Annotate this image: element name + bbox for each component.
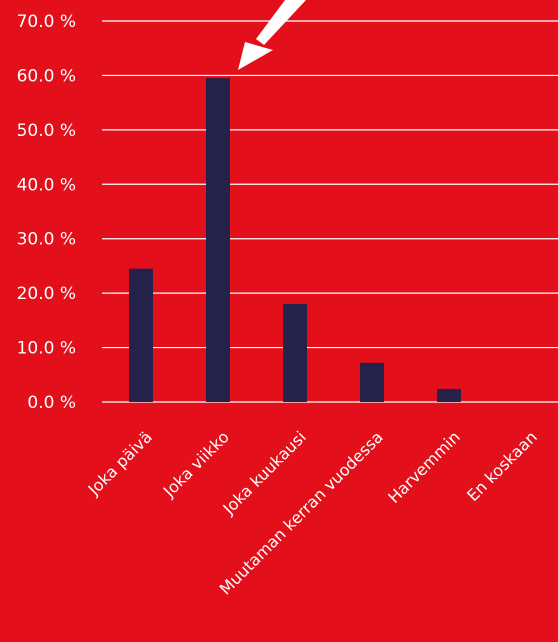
y-tick-label: 70.0 % <box>17 12 76 32</box>
x-tick-label: Joka viikko <box>159 427 233 501</box>
bar <box>206 78 230 403</box>
x-tick-label: Joka päivä <box>84 427 156 499</box>
bar <box>360 362 384 402</box>
bar <box>437 388 461 402</box>
arrow-head <box>238 42 273 70</box>
x-tick-label: Muutaman kerran vuodessa <box>216 427 387 598</box>
gridlines <box>102 20 558 403</box>
y-tick-label: 10.0 % <box>17 339 76 359</box>
y-tick-label: 60.0 % <box>17 66 76 86</box>
x-tick-label: Harvemmin <box>384 427 464 507</box>
x-tick-label: En koskaan <box>463 427 541 505</box>
y-axis-ticks: 0.0 % 10.0 % 20.0 % 30.0 % 40.0 % 50.0 % 60.0 … <box>17 12 76 413</box>
y-tick-label: 20.0 % <box>17 284 76 304</box>
y-tick-label: 50.0 % <box>17 121 76 141</box>
y-tick-label: 0.0 % <box>27 393 76 413</box>
arrow-shaft <box>256 0 306 45</box>
bar <box>129 268 153 402</box>
bars <box>129 78 461 403</box>
annotation-arrow <box>238 0 306 70</box>
bar <box>283 304 307 402</box>
y-tick-label: 40.0 % <box>17 175 76 195</box>
y-tick-label: 30.0 % <box>17 230 76 250</box>
